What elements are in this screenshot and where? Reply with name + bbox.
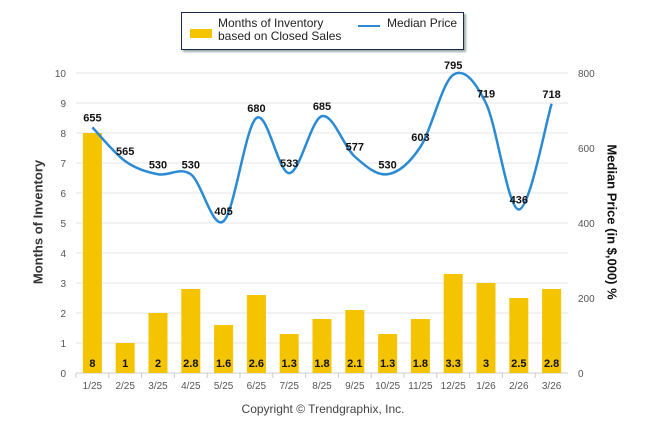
- x-tick-label: 12/25: [441, 381, 466, 392]
- right-tick-label: 600: [578, 144, 595, 155]
- line-data-labels: 655 565 530 530 405 680 533 685 577 530 603 795 719 4…: [83, 60, 561, 218]
- left-tick-label: 3: [60, 279, 66, 290]
- x-tick-label: 1/26: [476, 381, 496, 392]
- left-axis-title: Months of Inventory: [30, 159, 46, 285]
- line-data-label: 436: [510, 195, 528, 207]
- bar-data-label: 1.6: [216, 358, 231, 370]
- bar-data-label: 1.3: [380, 358, 395, 370]
- line-data-label: 719: [477, 88, 495, 100]
- legend-bar-swatch: [190, 29, 212, 38]
- line-data-label: 533: [280, 158, 298, 170]
- bar: [148, 313, 168, 373]
- line-data-label: 405: [214, 206, 232, 218]
- bar: [246, 295, 266, 373]
- bar-data-label: 1.3: [282, 358, 297, 370]
- right-tick-label: 0: [578, 369, 584, 380]
- x-tick-label: 9/25: [345, 381, 365, 392]
- line-data-label: 577: [346, 142, 364, 154]
- right-tick-label: 400: [578, 219, 595, 230]
- bar: [82, 133, 102, 373]
- left-tick-label: 4: [60, 249, 66, 260]
- x-tick-label: 2/26: [509, 381, 529, 392]
- line-data-label: 795: [444, 60, 462, 72]
- bar-series: [82, 133, 562, 373]
- x-tick-label: 10/25: [375, 381, 400, 392]
- legend-bar-label: Months of Inventory based on Closed Sale…: [218, 16, 342, 43]
- line-data-label: 603: [411, 132, 429, 144]
- legend: Months of Inventory based on Closed Sale…: [181, 12, 464, 50]
- bar: [312, 319, 332, 373]
- left-tick-label: 8: [60, 129, 66, 140]
- bar-data-label: 8: [89, 358, 95, 370]
- bar-data-label: 2.6: [249, 358, 264, 370]
- bar: [542, 289, 562, 373]
- left-tick-label: 7: [60, 159, 66, 170]
- line-data-label: 530: [378, 159, 396, 171]
- x-tick-label: 3/25: [148, 381, 168, 392]
- left-tick-label: 6: [60, 189, 66, 200]
- left-axis-ticks: 0 1 2 3 4 5 6 7 8 9 10: [55, 69, 67, 380]
- left-tick-label: 0: [60, 369, 66, 380]
- copyright: Copyright © Trendgraphix, Inc.: [241, 402, 405, 416]
- bar: [443, 274, 463, 373]
- bar: [181, 289, 201, 373]
- median-price-line: [91, 71, 553, 224]
- bar-data-label: 1: [122, 358, 128, 370]
- bar: [115, 343, 135, 373]
- x-tick-label: 1/25: [83, 381, 103, 392]
- line-data-label: 685: [313, 101, 331, 113]
- x-tick-label: 3/26: [542, 381, 562, 392]
- bar: [279, 334, 299, 373]
- right-tick-label: 800: [578, 69, 595, 80]
- bar: [410, 319, 430, 373]
- x-tick-label: 2/25: [115, 381, 135, 392]
- bar-data-label: 3: [483, 358, 489, 370]
- bar: [378, 334, 398, 373]
- bar: [214, 325, 234, 373]
- bar-data-label: 3.3: [446, 358, 461, 370]
- line-data-label: 530: [149, 159, 167, 171]
- left-tick-label: 5: [60, 219, 66, 230]
- bar: [509, 298, 529, 373]
- left-tick-label: 9: [60, 99, 66, 110]
- right-axis-ticks: 0 200 400 600 800: [578, 69, 595, 380]
- bar-data-label: 2.5: [511, 358, 526, 370]
- bar-data-label: 2.1: [347, 358, 362, 370]
- bar-data-label: 2.8: [183, 358, 198, 370]
- x-axis-ticks: 1/25 2/25 3/25 4/25 5/25 6/25 7/25 8/25 9/25 10/2…: [75, 373, 562, 392]
- right-axis-title: Median Price (in $,000) %: [604, 144, 620, 300]
- bar-data-label: 2: [155, 358, 161, 370]
- left-tick-label: 10: [55, 69, 67, 80]
- left-tick-label: 2: [60, 309, 66, 320]
- line-data-label: 680: [247, 103, 265, 115]
- bar: [345, 310, 365, 373]
- x-tick-label: 11/25: [408, 381, 433, 392]
- left-tick-label: 1: [60, 339, 66, 350]
- x-tick-label: 8/25: [312, 381, 332, 392]
- x-tick-label: 6/25: [247, 381, 267, 392]
- line-data-label: 655: [83, 112, 101, 124]
- bar-data-label: 1.8: [314, 358, 329, 370]
- right-tick-label: 200: [578, 294, 595, 305]
- x-tick-label: 7/25: [279, 381, 299, 392]
- legend-line-label: Median Price: [387, 16, 458, 30]
- legend-line-swatch: [358, 25, 380, 27]
- line-data-label: 530: [182, 159, 200, 171]
- x-tick-label: 5/25: [214, 381, 234, 392]
- bar: [476, 283, 496, 373]
- bar-data-label: 2.8: [544, 358, 559, 370]
- bar-data-labels: 8 1 2 2.8 1.6 2.6 1.3 1.8 2.1 1.3 1.8 3.3 3 2.5 2.8: [89, 358, 559, 370]
- line-data-label: 565: [116, 146, 134, 158]
- x-tick-label: 4/25: [181, 381, 201, 392]
- line-data-label: 718: [542, 89, 560, 101]
- bar-data-label: 1.8: [413, 358, 428, 370]
